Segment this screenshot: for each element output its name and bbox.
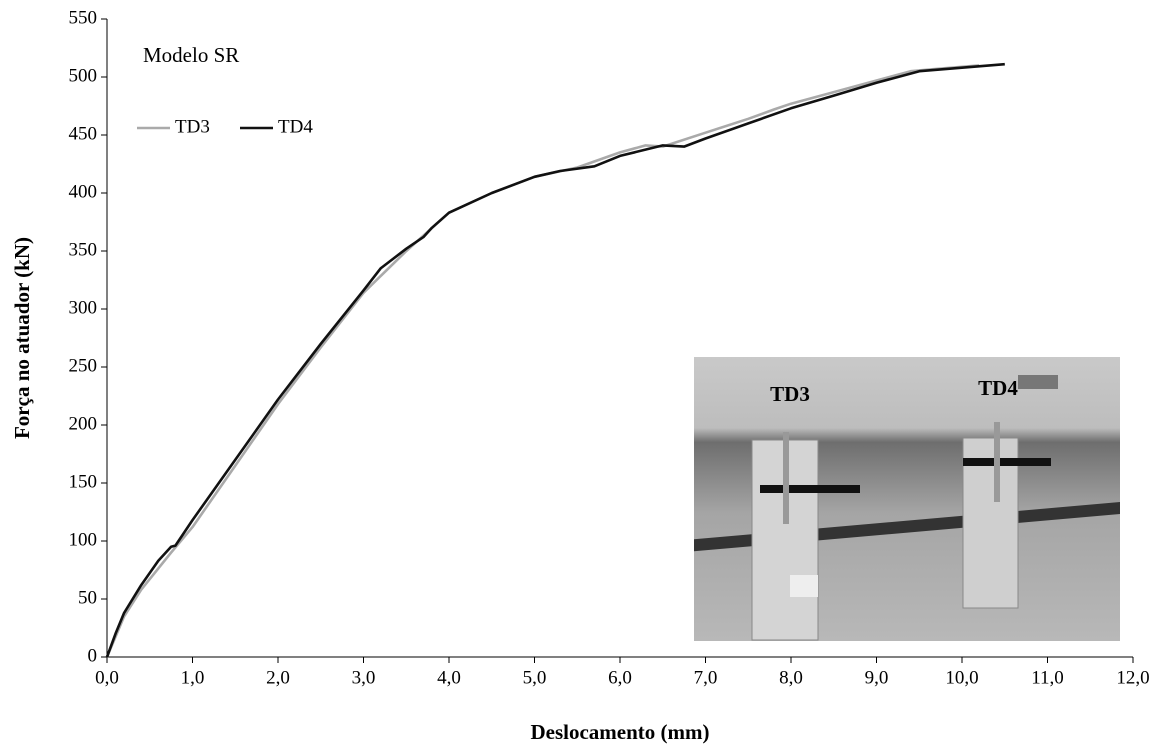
y-tick-label: 0 (88, 645, 98, 666)
series-line (105, 62, 1005, 658)
x-tick-label: 11,0 (1031, 667, 1064, 688)
x-tick-label: 3,0 (352, 667, 376, 688)
x-tick-label: 7,0 (694, 667, 718, 688)
annotation: Modelo SR (143, 43, 239, 67)
legend-label: TD4 (278, 116, 313, 137)
y-tick-label: 50 (78, 587, 97, 608)
y-tick-label: 100 (69, 529, 98, 550)
inset-label: TD4 (978, 376, 1018, 400)
x-axis-title: Deslocamento (mm) (530, 720, 709, 744)
x-tick-label: 0,0 (95, 667, 119, 688)
x-tick-label: 4,0 (437, 667, 461, 688)
x-tick-label: 12,0 (1116, 667, 1149, 688)
x-tick-label: 10,0 (945, 667, 978, 688)
y-tick-label: 250 (69, 355, 98, 376)
y-tick-label: 500 (69, 65, 98, 86)
x-tick-label: 6,0 (608, 667, 632, 688)
legend-label: TD3 (175, 116, 210, 137)
x-tick-label: 9,0 (865, 667, 889, 688)
y-tick-label: 300 (69, 297, 98, 318)
y-tick-label: 200 (69, 413, 98, 434)
x-tick-label: 1,0 (181, 667, 205, 688)
y-tick-label: 450 (69, 123, 98, 144)
y-tick-label: 350 (69, 239, 98, 260)
x-tick-label: 8,0 (779, 667, 803, 688)
inset-label: TD3 (770, 382, 810, 406)
y-tick-label: 150 (69, 471, 98, 492)
inset-photo (694, 357, 1120, 641)
y-tick-label: 400 (69, 181, 98, 202)
x-tick-label: 2,0 (266, 667, 290, 688)
x-tick-label: 5,0 (523, 667, 547, 688)
y-tick-label: 550 (69, 7, 98, 28)
y-axis-title: Força no atuador (kN) (10, 237, 34, 439)
